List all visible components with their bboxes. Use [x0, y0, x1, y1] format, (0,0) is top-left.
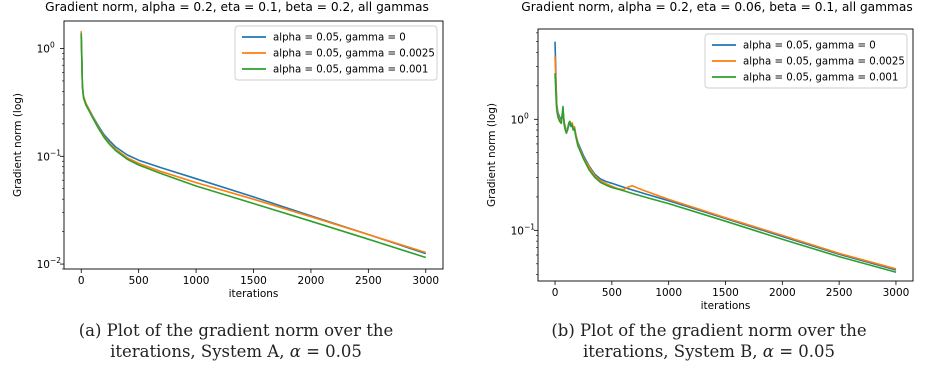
- caption-a-line2-text: iterations, System A,: [110, 342, 290, 361]
- y-tick-exponent: 0: [50, 41, 55, 50]
- x-tick-label: 2000: [298, 275, 325, 287]
- y-tick-label: 10: [37, 259, 50, 271]
- plot-frame: [537, 28, 914, 282]
- legend-entry-1: alpha = 0.05, gamma = 0: [743, 41, 876, 52]
- caption-a: (a) Plot of the gradient norm over the i…: [0, 320, 472, 362]
- y-tick-label: 10: [511, 114, 524, 126]
- y-tick-label: 10: [37, 44, 50, 56]
- legend-entry-1: alpha = 0.05, gamma = 0: [273, 33, 406, 44]
- y-tick-label: 10: [511, 225, 524, 237]
- y-tick-exponent: 0: [524, 111, 529, 120]
- legend: [704, 33, 908, 89]
- x-tick-label: 1500: [712, 287, 739, 299]
- x-tick-label: 1000: [655, 287, 682, 299]
- y-tick-label: 10: [37, 151, 50, 163]
- x-axis-label: iterations: [701, 300, 751, 312]
- caption-b-alpha-symbol: α: [762, 342, 774, 361]
- y-axis-label: Gradient norm (log): [12, 93, 24, 197]
- caption-b-line2: iterations, System B, α = 0.05: [473, 341, 945, 362]
- y-axis-label: Gradient norm (log): [486, 103, 498, 207]
- chart-title: Gradient norm, alpha = 0.2, eta = 0.1, b…: [45, 0, 429, 14]
- caption-a-alpha-symbol: α: [289, 342, 301, 361]
- x-tick-label: 1500: [240, 275, 267, 287]
- x-tick-label: 0: [552, 287, 559, 299]
- x-tick-label: 2000: [769, 287, 796, 299]
- caption-a-line1: (a) Plot of the gradient norm over the: [78, 321, 394, 340]
- caption-a-line2: iterations, System A, α = 0.05: [0, 341, 472, 362]
- legend: [234, 25, 438, 81]
- caption-b-line2-text: iterations, System B,: [582, 342, 763, 361]
- x-tick-label: 500: [129, 275, 149, 287]
- series-line-3: [80, 33, 427, 259]
- x-tick-label: 3000: [412, 275, 439, 287]
- y-tick-exponent: −1: [524, 222, 535, 231]
- caption-b: (b) Plot of the gradient norm over the i…: [473, 320, 945, 362]
- series-line-3: [554, 73, 897, 273]
- x-tick-label: 500: [602, 287, 622, 299]
- legend-entry-2: alpha = 0.05, gamma = 0.0025: [743, 57, 905, 68]
- legend-entry-3: alpha = 0.05, gamma = 0.001: [743, 73, 898, 84]
- caption-b-alpha-value: = 0.05: [773, 342, 836, 361]
- x-axis-label: iterations: [229, 288, 279, 300]
- caption-a-alpha-value: = 0.05: [300, 342, 362, 361]
- x-tick-label: 1000: [183, 275, 210, 287]
- y-tick-exponent: −1: [50, 148, 61, 157]
- figure-panel-b: Gradient norm, alpha = 0.2, eta = 0.06, …: [473, 0, 945, 373]
- chart-b: Gradient norm, alpha = 0.2, eta = 0.06, …: [486, 0, 914, 312]
- y-tick-exponent: −2: [50, 256, 61, 265]
- x-tick-label: 2500: [355, 275, 382, 287]
- plot-frame: [63, 20, 444, 270]
- x-tick-label: 0: [78, 275, 85, 287]
- legend-entry-3: alpha = 0.05, gamma = 0.001: [273, 65, 428, 76]
- chart-title: Gradient norm, alpha = 0.2, eta = 0.06, …: [521, 0, 912, 14]
- x-tick-label: 2500: [826, 287, 853, 299]
- legend-entry-2: alpha = 0.05, gamma = 0.0025: [273, 49, 435, 60]
- x-tick-label: 3000: [883, 287, 910, 299]
- figure-panel-a: Gradient norm, alpha = 0.2, eta = 0.1, b…: [0, 0, 472, 373]
- chart-a: Gradient norm, alpha = 0.2, eta = 0.1, b…: [12, 0, 444, 300]
- caption-b-line1: (b) Plot of the gradient norm over the: [551, 321, 867, 340]
